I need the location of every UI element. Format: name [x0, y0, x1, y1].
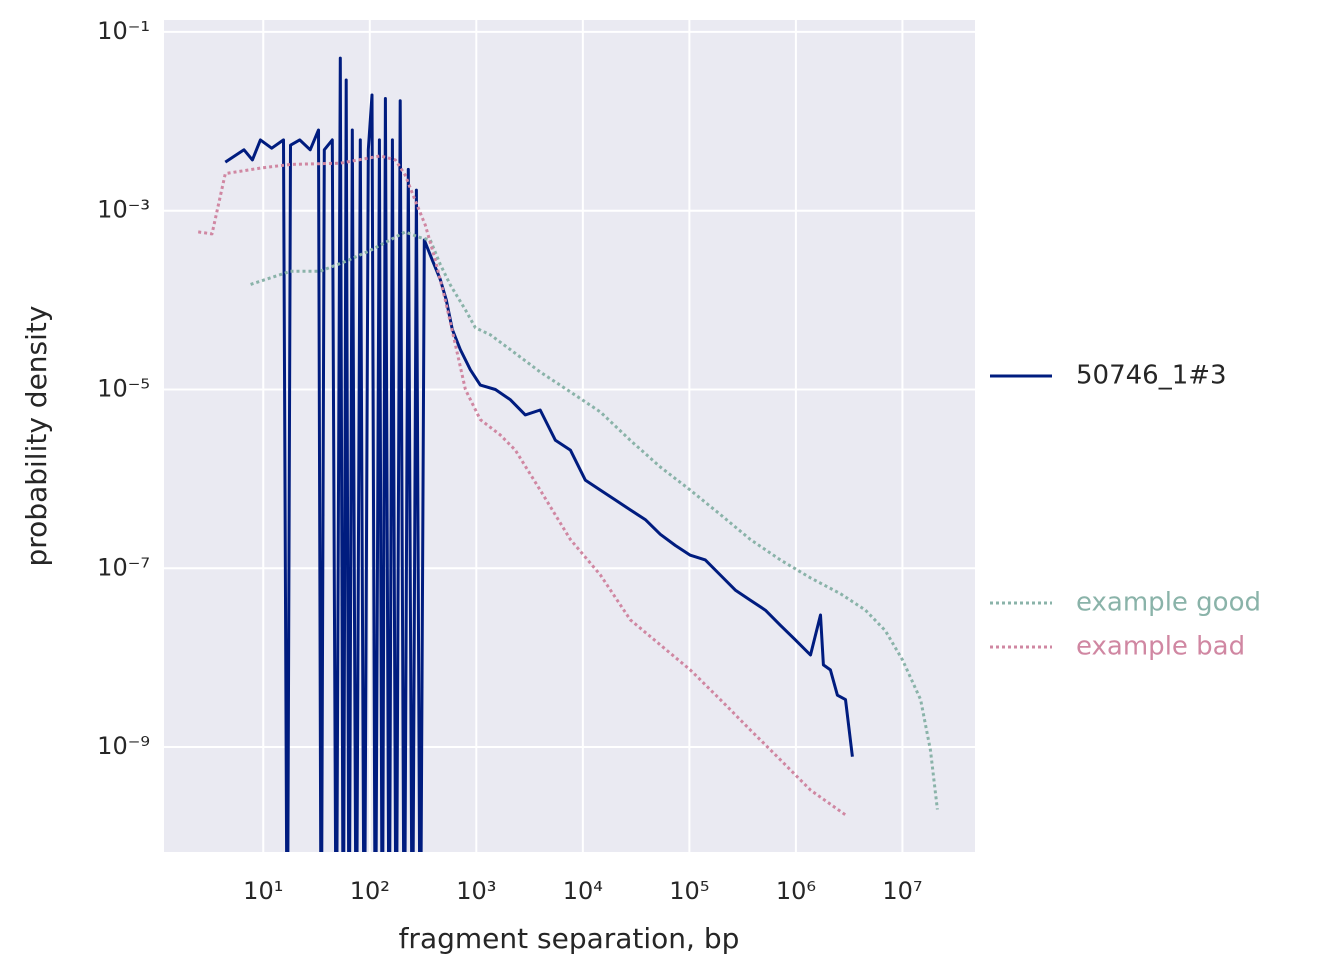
y-tick-label: 10⁻⁷ — [97, 553, 150, 581]
y-tick-label: 10⁻⁵ — [97, 374, 150, 402]
x-tick-label: 10⁴ — [563, 877, 603, 905]
legend-label: 50746_1#3 — [1076, 361, 1227, 391]
labels: 10¹ 10² 10³ 10⁴ 10⁵ 10⁶ 10⁷ 10⁻¹ 10⁻³ 10⁻⁵ 10⁻⁷ 10⁻… — [97, 17, 1261, 905]
x-tick-label: 10² — [350, 877, 390, 905]
y-tick-label: 10⁻³ — [97, 196, 150, 224]
x-tick-label: 10⁶ — [776, 877, 816, 905]
y-tick-label: 10⁻⁹ — [97, 732, 150, 760]
x-tick-label: 10³ — [456, 877, 496, 905]
series-line — [197, 154, 847, 817]
y-tick-label: 10⁻¹ — [97, 17, 150, 45]
legend-label: example bad — [1076, 632, 1245, 662]
lines — [197, 56, 939, 852]
x-tick-label: 10¹ — [243, 877, 283, 905]
legend-label: example good — [1076, 588, 1261, 618]
series-line — [250, 230, 939, 810]
y-axis-label: probability density — [20, 306, 53, 567]
series-line — [224, 56, 854, 852]
x-tick-label: 10⁷ — [882, 877, 922, 905]
x-tick-label: 10⁵ — [669, 877, 709, 905]
plot-area — [164, 20, 975, 852]
x-axis-label: fragment separation, bp — [399, 922, 740, 955]
grid — [164, 20, 975, 852]
